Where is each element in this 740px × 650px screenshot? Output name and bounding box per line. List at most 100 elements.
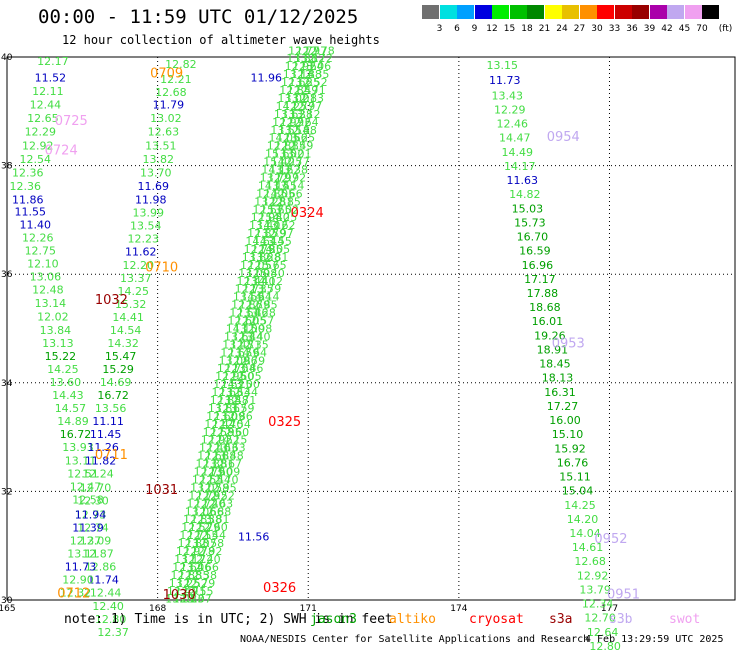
wave-height-label: 12.79 [194, 466, 226, 479]
wave-height-label: 13.55 [270, 124, 302, 137]
pass-time-label: 0325 [268, 415, 301, 430]
wave-height-label: 13.63 [219, 386, 251, 399]
wave-height-label: 13.38 [276, 164, 308, 177]
wave-height-label: 12.52 [203, 489, 235, 502]
pass-time-label: 1032 [95, 293, 128, 308]
wave-height-label: 12.55 [187, 529, 219, 542]
wave-height-label: 13.51 [145, 139, 177, 152]
wave-height-label: 13.14 [35, 297, 67, 310]
wave-height-label: 13.14 [278, 124, 310, 137]
wave-height-label: 12.88 [200, 505, 232, 518]
x-tick-label: 165 [0, 604, 16, 614]
wave-height-label: 11.96 [251, 71, 283, 84]
y-tick-label: 36 [1, 270, 13, 280]
colorbar-swatch [667, 5, 684, 19]
wave-height-label: 12.71 [294, 84, 326, 97]
wave-height-label: 12.85 [251, 243, 283, 256]
y-tick-label: 38 [1, 162, 13, 172]
x-tick-label: 177 [601, 604, 618, 614]
wave-height-label: 13.63 [214, 442, 246, 455]
wave-height-label: 15.40 [263, 156, 295, 169]
wave-height-label: 12.92 [285, 60, 317, 73]
wave-height-label: 12.36 [10, 180, 42, 193]
wave-height-label: 13.40 [239, 330, 271, 343]
wave-height-label: 12.98 [241, 322, 272, 335]
colorbar-swatch [457, 5, 474, 19]
wave-height-label: 12.72 [187, 497, 219, 510]
wave-height-label: 11.26 [87, 441, 119, 454]
wave-height-label: 11.73 [65, 561, 97, 574]
wave-height-label: 12.66 [192, 505, 224, 518]
wave-height-label: 17.27 [547, 400, 579, 413]
wave-height-label: 12.44 [199, 473, 231, 486]
wave-height-label: 16.00 [549, 414, 581, 427]
wave-height-label: 13.79 [579, 583, 611, 596]
wave-height-label: 15.65 [255, 259, 287, 272]
wave-height-label: 13.28 [249, 251, 281, 264]
x-tick-label: 168 [149, 604, 166, 614]
colorbar-swatch [544, 5, 562, 19]
colorbar-tick-label: 30 [591, 24, 603, 34]
wave-height-label: 13.09 [209, 466, 241, 479]
wave-height-label: 13.79 [255, 227, 287, 240]
wave-height-label: 13.02 [150, 112, 182, 125]
wave-height-label: 16.76 [557, 456, 589, 469]
wave-height-label: 14.14 [253, 235, 285, 248]
wave-height-label: 12.44 [90, 587, 122, 600]
wave-height-label: 14.20 [567, 513, 599, 526]
wave-height-label: 13.06 [180, 561, 212, 574]
wave-height-label: 12.05 [235, 315, 267, 328]
wave-height-label: 12.68 [155, 86, 187, 99]
wave-height-label: 14.25 [47, 363, 78, 376]
wave-height-label: 12.71 [179, 529, 211, 542]
colorbar-swatch [422, 5, 439, 19]
chart-subtitle: 12 hour collection of altimeter wave hei… [62, 33, 380, 47]
wave-height-label: 12.58 [198, 481, 230, 494]
wave-height-label: 12.60 [223, 370, 255, 383]
wave-height-label: 13.99 [133, 207, 165, 220]
wave-height-label: 12.64 [292, 60, 324, 73]
wave-height-label: 13.02 [277, 92, 309, 105]
colorbar-swatch [684, 5, 702, 19]
wave-height-label: 11.73 [489, 74, 521, 87]
pass-time-label: 0326 [263, 581, 296, 596]
wave-height-label: 12.57 [253, 203, 285, 216]
wave-height-label: 12.37 [97, 626, 128, 639]
y-tick-label: 32 [1, 487, 12, 497]
wave-height-label: 12.90 [62, 574, 94, 587]
wave-height-label: 12.81 [267, 140, 299, 153]
wave-height-label: 13.48 [222, 338, 254, 351]
wave-height-label: 11.74 [87, 574, 119, 587]
wave-height-label: 12.70 [212, 418, 244, 431]
wave-height-label: 12.64 [287, 116, 319, 129]
wave-height-label: 14.64 [245, 235, 276, 248]
wave-height-label: 13.62 [264, 219, 296, 232]
wave-height-label: 13.55 [260, 235, 292, 248]
wave-height-label: 11.98 [135, 194, 167, 207]
wave-height-label: 18.45 [539, 358, 571, 371]
wave-height-label: 13.40 [244, 275, 275, 288]
wave-height-label: 13.86 [242, 251, 274, 264]
colorbar-swatch [632, 5, 649, 19]
wave-height-label: 13.48 [217, 394, 249, 407]
wave-height-label: 12.21 [160, 73, 192, 86]
wave-height-label: 12.49 [167, 585, 199, 598]
wave-height-label: 12.52 [208, 434, 240, 447]
wave-height-label: 14.12 [256, 219, 288, 232]
wave-height-label: 12.44 [227, 386, 258, 399]
wave-height-label: 13.86 [237, 307, 269, 320]
chart-title: 00:00 - 11:59 UTC 01/12/2025 [38, 6, 359, 28]
wave-height-label: 12.73 [75, 509, 107, 522]
wave-height-label: 14.12 [261, 164, 293, 177]
wave-height-label: 12.79 [234, 354, 266, 367]
colorbar-tick-label: 12 [486, 24, 498, 34]
wave-height-label: 13.07 [190, 481, 222, 494]
wave-height-label: 12.05 [240, 259, 272, 272]
wave-height-label: 13.63 [224, 330, 256, 343]
footer-timestamp: 4 Feb 13:29:59 UTC 2025 [585, 634, 724, 645]
wave-height-label: 13.14 [283, 68, 315, 81]
wave-height-label: 14.64 [235, 346, 267, 359]
wave-height-label: 12.86 [226, 354, 257, 367]
wave-height-label: 15.40 [253, 267, 285, 280]
wave-height-label: 12.92 [201, 434, 233, 447]
